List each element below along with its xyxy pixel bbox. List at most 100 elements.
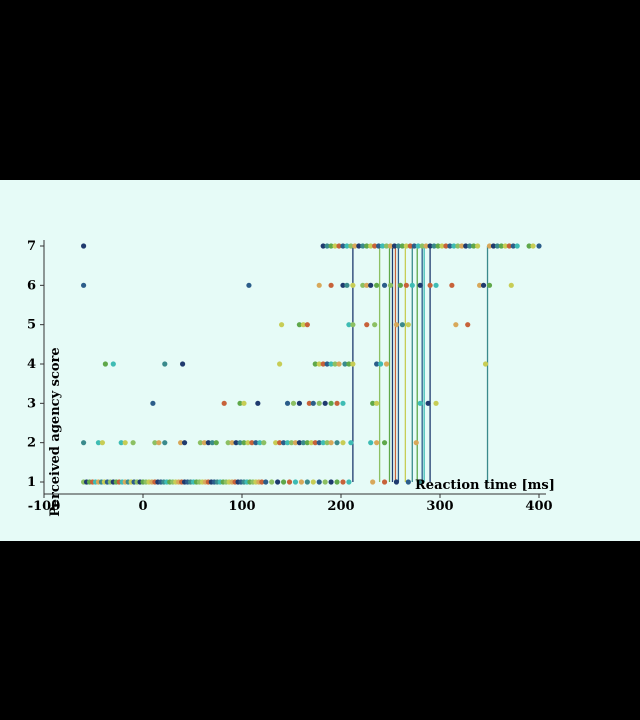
data-point [344,243,350,249]
y-tick-label: 1 [27,475,36,490]
data-point [322,400,328,406]
data-point [233,440,239,446]
data-point [316,440,322,446]
data-point [322,479,328,485]
data-point [290,400,297,406]
data-point [346,361,352,367]
data-point [328,479,334,485]
data-point [320,440,326,446]
data-point [156,440,162,446]
data-point [417,282,423,288]
data-point [399,243,405,249]
data-point [320,243,326,249]
data-point [411,243,417,249]
x-tick-label: 200 [327,499,354,514]
data-point [459,243,465,249]
data-point [364,322,370,328]
data-point [277,440,283,446]
data-point [376,243,382,249]
data-point [245,440,251,446]
data-point [340,243,346,249]
data-point [346,479,352,485]
data-point [374,282,380,288]
data-point [433,400,439,406]
data-point [480,282,487,288]
y-tick-label: 4 [27,357,36,372]
data-point [180,361,186,367]
data-point [316,400,322,406]
y-tick-label: 2 [27,436,36,451]
data-point [241,440,247,446]
data-point [81,243,87,249]
x-axis-label: Reaction time [ms] [415,478,555,493]
y-tick-label: 6 [27,278,36,293]
data-point [316,479,322,485]
data-point [348,243,354,249]
scatter-chart: -100 0 100 200 300 400 1 2 3 4 5 6 7 Reaction time … [27,239,555,517]
data-point [237,400,243,406]
data-point [334,400,340,406]
data-point [370,479,376,485]
data-point [374,400,380,406]
data-point [310,400,316,406]
data-point [279,322,285,328]
data-point [122,440,128,446]
data-point [213,440,219,446]
data-point [409,282,415,288]
data-point [237,440,243,446]
data-point [162,440,168,446]
data-point [280,440,287,446]
x-tick-label: 300 [426,499,453,514]
data-point [397,282,403,288]
data-point [433,282,439,288]
data-point [95,440,102,446]
data-point [498,243,504,249]
chart-panel: -100 0 100 200 300 400 1 2 3 4 5 6 7 Reaction time … [0,180,640,541]
data-point [332,243,338,249]
data-point [393,479,400,485]
data-point [383,243,390,249]
data-point [255,400,261,406]
data-point [346,322,352,328]
data-point [209,440,215,446]
data-point [465,322,471,328]
data-point [383,361,390,367]
data-point [435,243,441,249]
data-point [350,361,356,367]
y-tick-label: 7 [27,239,36,254]
y-axis-label: Perceived agency score [48,347,63,516]
data-point [99,440,106,446]
data-point [342,361,348,367]
data-point [304,322,310,328]
data-point [296,322,303,328]
data-point [324,440,330,446]
y-tick-label: 5 [27,318,36,333]
data-point [407,243,413,249]
data-point [296,440,303,446]
data-point [530,243,536,249]
data-point [178,440,184,446]
data-point [350,282,356,288]
data-point [364,282,370,288]
data-point [449,282,455,288]
data-point [118,440,124,446]
data-point [490,243,497,249]
data-point [336,361,342,367]
data-point [508,282,514,288]
data-point [417,479,423,485]
data-point [310,479,316,485]
data-point [344,282,350,288]
data-point [246,282,252,288]
data-point [439,243,445,249]
data-point [334,440,340,446]
data-point [312,361,318,367]
data-point [372,322,378,328]
data-point [417,400,423,406]
data-point [263,479,269,485]
data-point [261,440,267,446]
data-point [304,440,310,446]
data-point [403,282,409,288]
data-point [332,361,338,367]
data-point [249,440,255,446]
data-point [455,243,461,249]
